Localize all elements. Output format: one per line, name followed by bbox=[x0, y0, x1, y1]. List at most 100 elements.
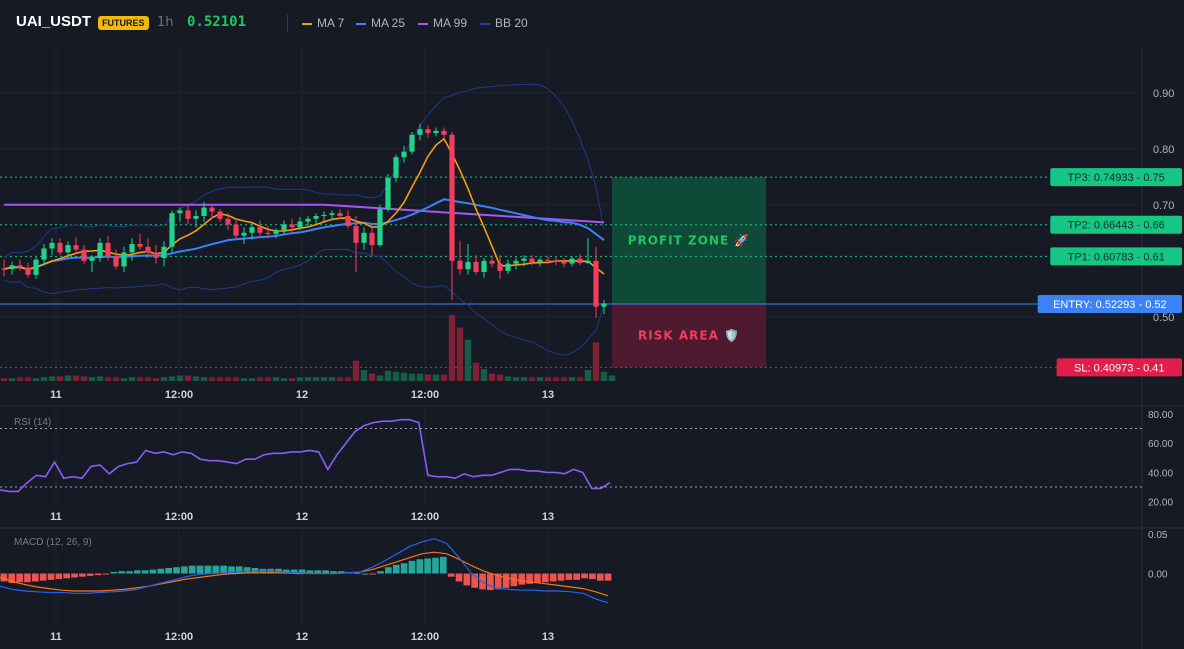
candle-body[interactable] bbox=[289, 224, 295, 228]
candle-body[interactable] bbox=[601, 303, 607, 307]
profit-zone[interactable] bbox=[612, 177, 766, 304]
candle-body[interactable] bbox=[369, 232, 375, 246]
candle-body[interactable] bbox=[281, 224, 287, 230]
candle-body[interactable] bbox=[545, 259, 551, 261]
rsi-line[interactable] bbox=[0, 418, 611, 493]
macd-line[interactable] bbox=[0, 538, 609, 604]
candle-body[interactable] bbox=[81, 249, 87, 261]
candle-body[interactable] bbox=[361, 232, 367, 243]
candle-body[interactable] bbox=[529, 258, 535, 262]
candle-body[interactable] bbox=[217, 211, 223, 219]
candle-body[interactable] bbox=[209, 207, 215, 212]
legend-ma99[interactable]: MA 99 bbox=[418, 16, 467, 30]
candle-body[interactable] bbox=[233, 224, 239, 236]
candle-body[interactable] bbox=[121, 252, 127, 267]
bb-upper-line[interactable] bbox=[3, 83, 605, 259]
candle-body[interactable] bbox=[497, 263, 503, 271]
candle-body[interactable] bbox=[137, 244, 143, 247]
candle-body[interactable] bbox=[585, 260, 591, 264]
candle-body[interactable] bbox=[473, 261, 479, 272]
candle-body[interactable] bbox=[569, 258, 575, 264]
candle-body[interactable] bbox=[577, 258, 583, 264]
candle-body[interactable] bbox=[297, 221, 303, 228]
candle-body[interactable] bbox=[105, 242, 111, 257]
legend-ma7[interactable]: MA 7 bbox=[302, 16, 344, 30]
candle-body[interactable] bbox=[145, 246, 151, 253]
price-pane[interactable]: PROFIT ZONE 🚀 RISK AREA 🛡️ bbox=[0, 83, 1142, 381]
candle-body[interactable] bbox=[321, 214, 327, 216]
candle-body[interactable] bbox=[417, 129, 423, 135]
candle-body[interactable] bbox=[521, 258, 527, 261]
candle-body[interactable] bbox=[201, 207, 207, 216]
candle-body[interactable] bbox=[393, 157, 399, 178]
candle-body[interactable] bbox=[33, 259, 39, 275]
candle-body[interactable] bbox=[561, 261, 567, 264]
candle-body[interactable] bbox=[441, 130, 447, 135]
bb-lower-line[interactable] bbox=[3, 248, 605, 356]
candle-body[interactable] bbox=[153, 252, 159, 258]
candle-body[interactable] bbox=[97, 242, 103, 258]
candle-body[interactable] bbox=[377, 209, 383, 246]
candle-body[interactable] bbox=[481, 260, 487, 272]
candle-body[interactable] bbox=[57, 242, 63, 253]
symbol-name[interactable]: UAI_USDT bbox=[16, 13, 92, 30]
timeframe-label[interactable]: 1h bbox=[157, 15, 174, 30]
sl-tag[interactable]: SL: 0.40973 - 0.41 bbox=[1056, 358, 1182, 377]
candle-body[interactable] bbox=[465, 261, 471, 270]
candle-body[interactable] bbox=[129, 244, 135, 253]
candle-body[interactable] bbox=[265, 232, 271, 234]
candle-body[interactable] bbox=[513, 260, 519, 264]
tp3-tag[interactable]: TP3: 0.74933 - 0.75 bbox=[1050, 168, 1182, 187]
candle-body[interactable] bbox=[169, 213, 175, 247]
candle-body[interactable] bbox=[505, 263, 511, 271]
candle-body[interactable] bbox=[177, 210, 183, 214]
candle-body[interactable] bbox=[353, 226, 359, 243]
candle-body[interactable] bbox=[73, 245, 79, 250]
candle-body[interactable] bbox=[65, 245, 71, 253]
candle-body[interactable] bbox=[553, 260, 559, 262]
candle-body[interactable] bbox=[193, 216, 199, 219]
candle-body[interactable] bbox=[457, 260, 463, 270]
candle-body[interactable] bbox=[241, 232, 247, 236]
rsi-pane[interactable]: RSI (14) bbox=[0, 417, 1142, 493]
ma7-line[interactable] bbox=[3, 137, 605, 275]
candle-body[interactable] bbox=[409, 134, 415, 152]
candle-body[interactable] bbox=[337, 213, 343, 216]
candle-body[interactable] bbox=[385, 177, 391, 210]
candle-body[interactable] bbox=[313, 216, 319, 219]
candle-body[interactable] bbox=[401, 151, 407, 158]
legend-ma25[interactable]: MA 25 bbox=[356, 16, 405, 30]
candle-body[interactable] bbox=[25, 267, 31, 275]
candle-body[interactable] bbox=[449, 134, 455, 261]
candle-body[interactable] bbox=[425, 129, 431, 134]
candle-body[interactable] bbox=[17, 265, 23, 268]
candle-body[interactable] bbox=[257, 227, 263, 233]
tp1-tag[interactable]: TP1: 0.60783 - 0.61 bbox=[1050, 247, 1182, 266]
candle-body[interactable] bbox=[89, 258, 95, 261]
candle-body[interactable] bbox=[329, 213, 335, 215]
candle-body[interactable] bbox=[273, 230, 279, 234]
legend-bb20[interactable]: BB 20 bbox=[480, 16, 528, 30]
candle-body[interactable] bbox=[1, 268, 7, 270]
ma25-line[interactable] bbox=[3, 198, 605, 271]
candle-body[interactable] bbox=[49, 242, 55, 249]
macd-pane[interactable]: MACD (12, 26, 9) bbox=[0, 537, 612, 604]
candle-body[interactable] bbox=[489, 260, 495, 264]
candle-body[interactable] bbox=[249, 227, 255, 233]
candle-body[interactable] bbox=[537, 259, 543, 262]
risk-area[interactable] bbox=[612, 303, 766, 368]
candle-body[interactable] bbox=[113, 256, 119, 267]
ma99-line[interactable] bbox=[4, 203, 605, 224]
tp2-tag[interactable]: TP2: 0.66443 - 0.66 bbox=[1050, 215, 1182, 234]
entry-tag[interactable]: ENTRY: 0.52293 - 0.52 bbox=[1037, 294, 1182, 313]
candle-body[interactable] bbox=[225, 218, 231, 225]
candle-body[interactable] bbox=[433, 130, 439, 134]
candle-body[interactable] bbox=[9, 265, 15, 270]
candle-body[interactable] bbox=[305, 218, 311, 222]
candle-body[interactable] bbox=[185, 210, 191, 219]
candle-body[interactable] bbox=[161, 246, 167, 258]
candle-body[interactable] bbox=[345, 216, 351, 227]
candle-body[interactable] bbox=[41, 248, 47, 260]
candle-body[interactable] bbox=[593, 260, 599, 307]
